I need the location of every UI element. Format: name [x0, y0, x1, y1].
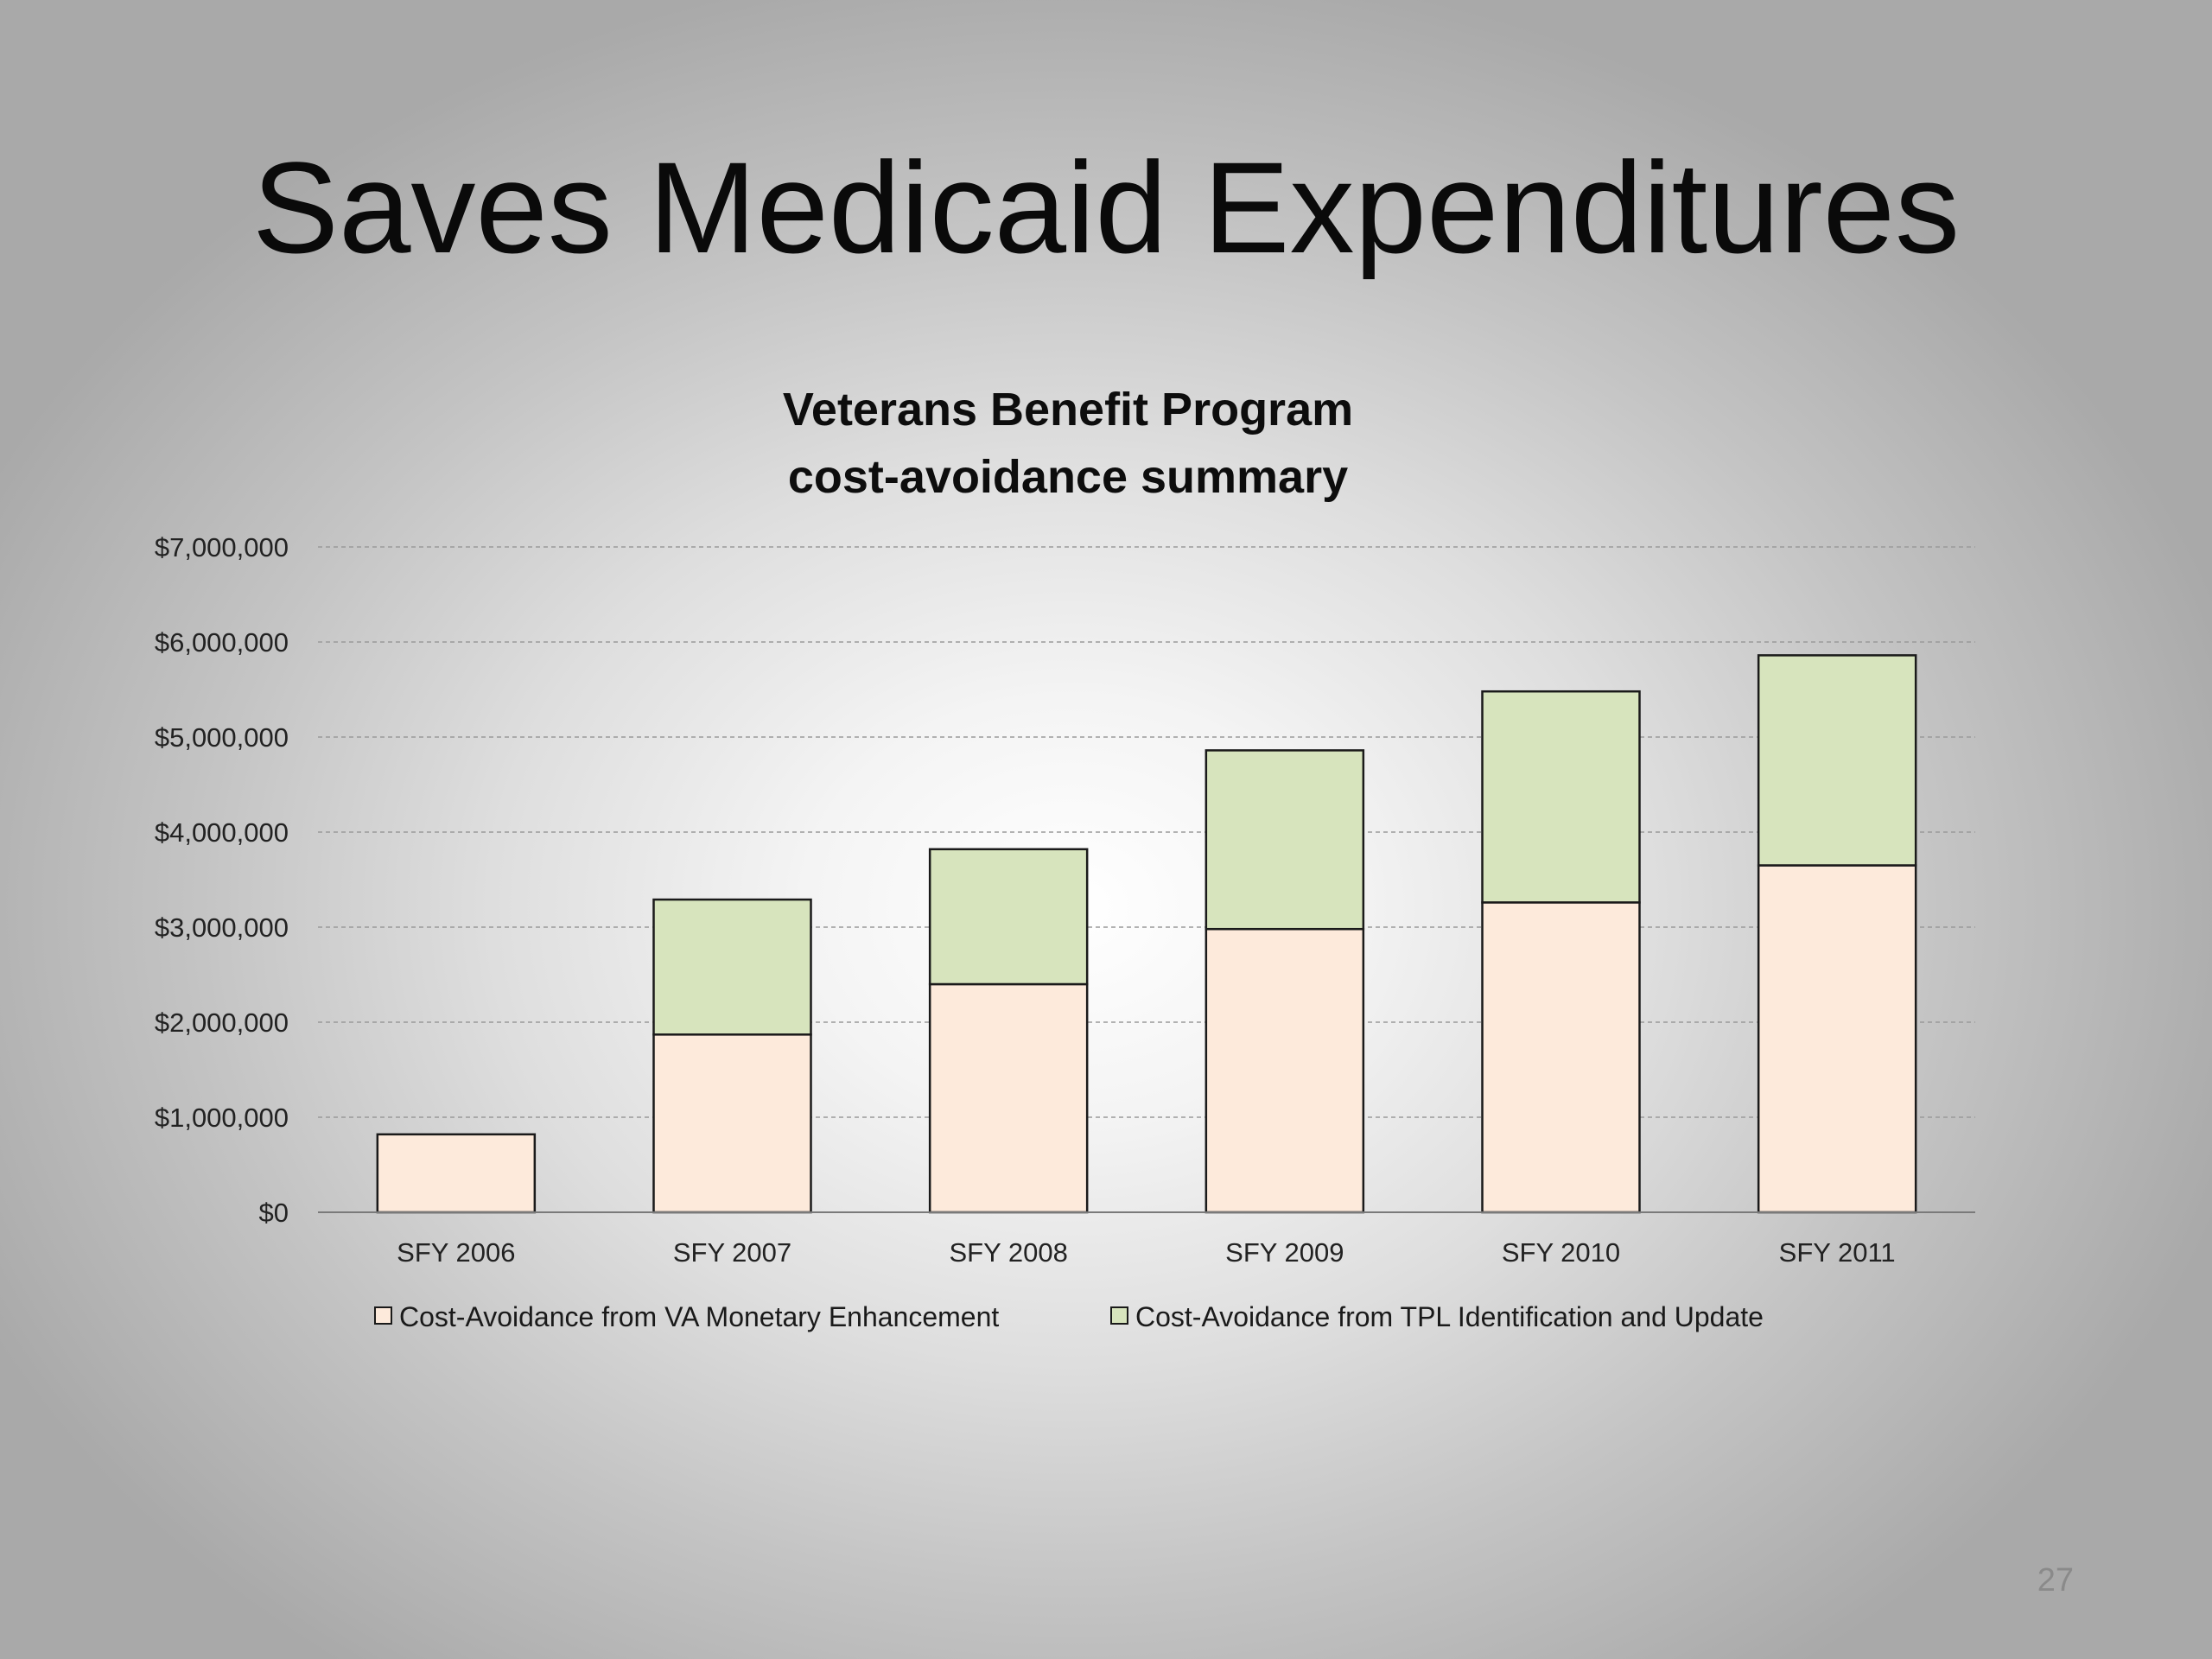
legend-swatch — [374, 1306, 392, 1325]
bar-segment-series-1 — [1481, 901, 1641, 1214]
x-tick-label: SFY 2010 — [1502, 1237, 1620, 1268]
x-tick-label: SFY 2011 — [1779, 1237, 1896, 1268]
x-tick-label: SFY 2006 — [397, 1237, 515, 1268]
y-tick-label: $2,000,000 — [155, 1007, 289, 1038]
bar-segment-series-1 — [376, 1133, 537, 1214]
bar-segment-series-2 — [1481, 690, 1641, 904]
x-tick-label: SFY 2009 — [1225, 1237, 1344, 1268]
legend-label: Cost-Avoidance from TPL Identification a… — [1135, 1301, 1764, 1332]
y-tick-label: $4,000,000 — [155, 817, 289, 848]
x-axis-ticks: SFY 2006 SFY 2007 SFY 2008 SFY 2009 SFY 2010… — [397, 1237, 1895, 1268]
x-tick-label: SFY 2007 — [673, 1237, 791, 1268]
bar-segment-series-1 — [652, 1033, 812, 1214]
bar-segment-series-2 — [928, 848, 1089, 986]
x-tick-label: SFY 2008 — [950, 1237, 1068, 1268]
y-tick-label: $0 — [259, 1198, 289, 1228]
bar-segment-series-2 — [1757, 654, 1917, 867]
y-tick-label: $3,000,000 — [155, 912, 289, 943]
chart-title-line-2: cost-avoidance summary — [788, 451, 1348, 503]
y-tick-label: $6,000,000 — [155, 627, 289, 658]
legend-swatch — [1110, 1306, 1128, 1325]
bar-segment-series-2 — [1205, 749, 1365, 931]
bar-segment-series-1 — [928, 982, 1089, 1214]
slide-title: Saves Medicaid Expenditures — [251, 135, 1961, 280]
legend-label: Cost-Avoidance from VA Monetary Enhancem… — [399, 1301, 999, 1332]
y-tick-label: $1,000,000 — [155, 1103, 289, 1133]
y-tick-label: $5,000,000 — [155, 722, 289, 753]
bars — [376, 654, 1917, 1214]
chart-title: Veterans Benefit Program cost-avoidance s… — [783, 384, 1353, 503]
y-tick-label: $7,000,000 — [155, 532, 289, 563]
bar-segment-series-1 — [1205, 927, 1365, 1214]
chart-title-line-1: Veterans Benefit Program — [783, 384, 1353, 435]
gridlines — [318, 546, 1975, 1118]
bar-segment-series-1 — [1757, 864, 1917, 1214]
page-number: 27 — [2037, 1562, 2074, 1599]
legend: Cost-Avoidance from VA Monetary Enhancem… — [374, 1301, 1764, 1332]
y-axis-ticks: $0 $1,000,000 $2,000,000 $3,000,000 $4,000,0… — [155, 532, 289, 1228]
bar-segment-series-2 — [652, 898, 812, 1036]
